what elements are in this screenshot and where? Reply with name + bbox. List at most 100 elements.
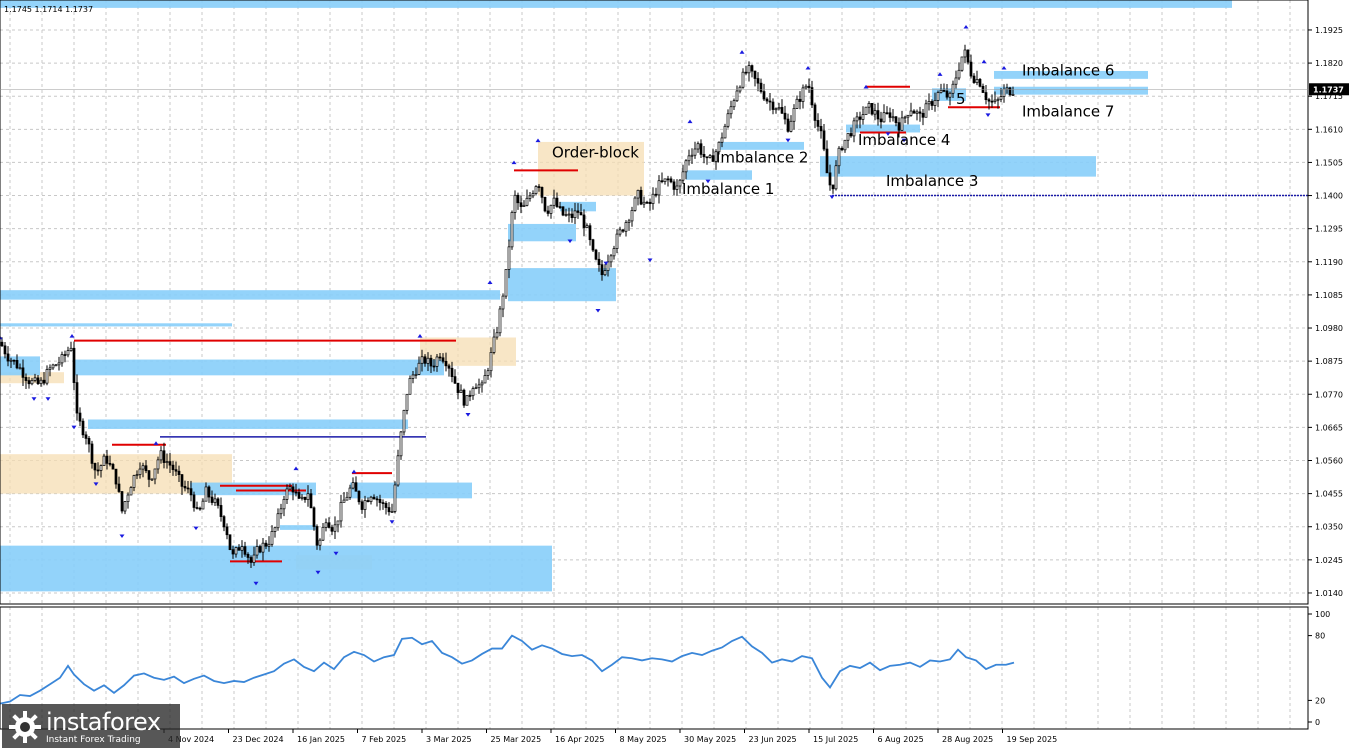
price-bar-body [36, 377, 40, 384]
main-panel-border [0, 0, 1309, 605]
imbalance-zone [88, 419, 408, 429]
price-bar-body [906, 115, 910, 118]
price-bar-body [435, 356, 439, 367]
swing-high-marker [487, 280, 493, 285]
imbalance-zone [350, 482, 472, 499]
y-tick-label: 1.0455 [1315, 490, 1343, 499]
price-bar-body [987, 99, 991, 102]
imbalance-zone [280, 525, 316, 530]
imbalance-zone [508, 268, 616, 302]
price-bar-body [276, 513, 280, 529]
price-bar-body [87, 438, 91, 445]
swing-high-marker [981, 59, 987, 64]
price-bar-body [594, 249, 598, 260]
price-bar-body [762, 91, 766, 100]
price-bar-body [717, 141, 721, 153]
price-bar-body [402, 409, 406, 433]
price-bar-body [492, 336, 496, 353]
price-bar-body [846, 133, 850, 141]
price-bar-body [216, 498, 220, 506]
y-tick-label: 1.1610 [1315, 125, 1343, 134]
price-bar-body [63, 354, 67, 356]
price-bar-body [894, 116, 898, 123]
swing-low-marker [119, 534, 125, 539]
price-bar-body [282, 498, 286, 510]
price-bar-body [303, 496, 307, 500]
swing-low-marker [829, 195, 835, 199]
price-bar-body [426, 357, 430, 364]
price-bar-body [537, 186, 541, 188]
price-bar-body [534, 186, 538, 194]
y-tick-label: 1.1085 [1315, 291, 1343, 300]
price-bar-body [144, 465, 148, 472]
annotation-label: Imbalance 4 [858, 131, 950, 149]
price-bar-body [558, 206, 562, 208]
price-bar-body [438, 356, 442, 359]
price-bar-body [54, 364, 58, 367]
price-bar-body [642, 201, 646, 205]
price-bar-body [597, 258, 601, 266]
price-bar-body [645, 201, 649, 204]
price-bar-body [246, 553, 250, 558]
imbalance-zone [508, 223, 576, 242]
price-bar-body [288, 486, 292, 490]
ohlc-readout: 1.1745 1.1714 1.1737 [4, 5, 94, 14]
price-bar-body [489, 352, 493, 372]
price-bar-body [792, 108, 796, 122]
price-bar-body [243, 546, 247, 555]
price-bar-body [84, 434, 88, 439]
swing-low-marker [785, 138, 791, 143]
imbalance-zone [994, 86, 1148, 95]
price-bar-body [318, 539, 322, 546]
swing-arrows-layer [0, 24, 1007, 586]
price-bar-body [468, 395, 472, 397]
annotation-label: Imbalance 1 [682, 180, 774, 198]
price-bar-body [252, 554, 256, 563]
swing-low-marker [705, 179, 711, 184]
price-bar-body [102, 455, 106, 466]
swing-low-marker [465, 413, 471, 417]
annotation-label: Imbalance 6 [1022, 62, 1114, 80]
price-bar-body [390, 511, 394, 513]
oscillator-layer [0, 634, 1015, 705]
price-bar-body [783, 112, 787, 120]
price-bar-body [1011, 94, 1015, 96]
price-bar-body [66, 350, 70, 356]
price-bar-body [657, 180, 661, 196]
imbalance-zone [0, 323, 232, 327]
price-bar-body [624, 222, 628, 232]
oscillator-tick-label: 20 [1315, 696, 1325, 705]
price-bar-body [471, 388, 475, 397]
oscillator-line [0, 634, 1015, 705]
price-bar-body [201, 500, 205, 510]
price-bar-body [699, 143, 703, 155]
price-bar-body [24, 377, 28, 381]
price-bar-body [939, 89, 943, 93]
price-bar-body [354, 482, 358, 492]
price-bar-body [501, 295, 505, 310]
price-bar-body [573, 210, 577, 219]
price-bar-body [612, 248, 616, 257]
price-bar-body [714, 151, 718, 162]
price-bar-body [132, 475, 136, 488]
imbalance-zone [0, 0, 1232, 8]
price-bar-body [819, 126, 823, 132]
oscillator-tick-label: 100 [1315, 610, 1330, 619]
imbalance-zone [0, 290, 500, 300]
swing-high-marker [687, 119, 693, 124]
price-bar-body [339, 501, 343, 522]
price-bar-body [180, 474, 184, 487]
x-tick-label: 7 Feb 2025 [362, 735, 407, 744]
price-bar-body [561, 206, 565, 216]
price-bar-body [813, 104, 817, 121]
swing-low-marker [193, 526, 199, 531]
swing-high-marker [535, 138, 541, 143]
price-bar-body [450, 367, 454, 377]
price-bar-body [615, 233, 619, 249]
price-bar-body [195, 507, 199, 509]
price-bar-body [957, 69, 961, 79]
price-bar-body [78, 412, 82, 422]
price-bar-body [747, 65, 751, 74]
